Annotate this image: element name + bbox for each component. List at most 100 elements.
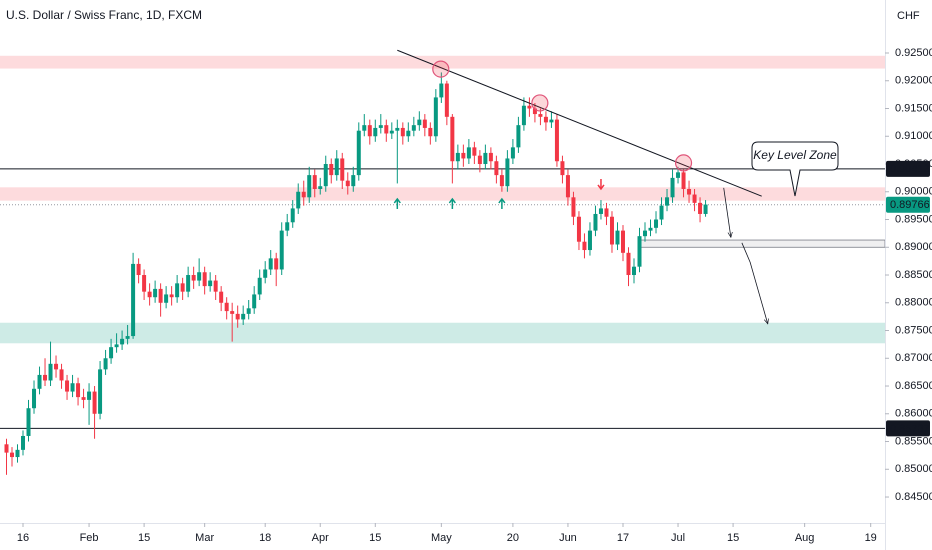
candle-body bbox=[576, 216, 581, 242]
candle-body bbox=[87, 391, 92, 400]
plot-area bbox=[0, 49, 886, 475]
candle-body bbox=[246, 308, 251, 314]
candle-body bbox=[565, 175, 570, 198]
zone bbox=[0, 322, 885, 344]
x-tick-label: Apr bbox=[312, 532, 329, 544]
candle-body bbox=[334, 158, 339, 176]
candle-body bbox=[373, 127, 378, 137]
candle-body bbox=[70, 383, 75, 392]
candle-body bbox=[433, 97, 438, 137]
candle-body bbox=[169, 294, 174, 298]
candle-body bbox=[274, 258, 279, 270]
candle-body bbox=[9, 452, 14, 458]
candle-body bbox=[312, 175, 317, 189]
candle-body bbox=[428, 127, 433, 137]
candle-body bbox=[114, 344, 119, 348]
candle-body bbox=[329, 164, 334, 176]
candle-body bbox=[43, 374, 48, 381]
candle-body bbox=[120, 338, 125, 345]
y-tick-label: 0.87500 bbox=[895, 324, 932, 336]
candle-body bbox=[263, 269, 268, 278]
candle-body bbox=[422, 119, 427, 128]
price-label-box bbox=[886, 420, 930, 437]
candle-body bbox=[554, 119, 559, 162]
candle-body bbox=[147, 291, 152, 298]
candle-body bbox=[202, 272, 207, 287]
y-tick-label: 0.90000 bbox=[895, 186, 932, 198]
candle-body bbox=[158, 288, 163, 303]
x-tick-label: Aug bbox=[795, 532, 815, 544]
candle-body bbox=[400, 127, 405, 137]
candle-body bbox=[466, 147, 471, 159]
candle-body bbox=[626, 252, 631, 276]
signal-arrow bbox=[448, 197, 456, 209]
candle-body bbox=[21, 435, 26, 450]
candle-body bbox=[483, 152, 488, 165]
candle-body bbox=[703, 204, 708, 214]
candle-body bbox=[455, 152, 460, 162]
x-tick-label: Mar bbox=[195, 532, 214, 544]
candle-body bbox=[439, 83, 444, 98]
candle-body bbox=[191, 275, 196, 281]
arrow-head bbox=[448, 197, 456, 204]
candle-body bbox=[681, 172, 686, 189]
currency-label: CHF bbox=[897, 10, 920, 22]
candle-body bbox=[142, 275, 147, 292]
price-label-box bbox=[886, 196, 930, 213]
arrow-head bbox=[597, 184, 605, 191]
callout-text: Key Level Zone bbox=[753, 148, 837, 162]
candle-body bbox=[692, 194, 697, 203]
arrow-head bbox=[393, 197, 401, 204]
y-tick-label: 0.85500 bbox=[895, 435, 932, 447]
candle-body bbox=[654, 219, 659, 228]
candle-body bbox=[180, 283, 185, 292]
candle-body bbox=[224, 302, 229, 312]
candle-body bbox=[296, 191, 301, 209]
candle-body bbox=[615, 230, 620, 245]
candle-body bbox=[472, 147, 477, 156]
y-tick-label: 0.88500 bbox=[895, 269, 932, 281]
candle-body bbox=[219, 291, 224, 303]
signal-arrow bbox=[393, 197, 401, 209]
candle-body bbox=[598, 208, 603, 214]
trendline bbox=[397, 49, 762, 197]
candle-body bbox=[81, 397, 86, 400]
arrow-head bbox=[498, 197, 506, 204]
chart-title: U.S. Dollar / Swiss Franc, 1D, FXCM bbox=[6, 8, 202, 22]
candle-body bbox=[197, 272, 202, 281]
candle-body bbox=[186, 275, 191, 292]
candle-body bbox=[285, 222, 290, 231]
y-tick-label: 0.92500 bbox=[895, 47, 932, 59]
y-tick-label: 0.84500 bbox=[895, 491, 932, 503]
candle-body bbox=[15, 449, 20, 458]
signal-arrow bbox=[597, 178, 605, 191]
candle-body bbox=[538, 114, 543, 117]
zone bbox=[0, 187, 885, 201]
candle-body bbox=[444, 83, 449, 117]
candle-body bbox=[406, 130, 411, 137]
candle-body bbox=[417, 119, 422, 126]
candle-body bbox=[620, 230, 625, 253]
price-label: 0.89766 bbox=[890, 199, 930, 211]
x-tick-label: 20 bbox=[507, 532, 519, 544]
candle-body bbox=[164, 294, 169, 303]
y-tick-label: 0.89000 bbox=[895, 241, 932, 253]
candle-body bbox=[318, 186, 323, 189]
candle-body bbox=[395, 127, 400, 131]
candle-body bbox=[411, 125, 416, 131]
y-tick-label: 0.88000 bbox=[895, 297, 932, 309]
candle-body bbox=[521, 105, 526, 126]
candle-body bbox=[527, 105, 532, 109]
y-tick-label: 0.89500 bbox=[895, 213, 932, 225]
candle-body bbox=[109, 347, 114, 359]
candle-body bbox=[494, 161, 499, 176]
zone bbox=[0, 55, 885, 69]
candle-body bbox=[499, 175, 504, 187]
candle-body bbox=[125, 336, 130, 339]
candle-body bbox=[516, 125, 521, 148]
x-tick-label: 16 bbox=[17, 532, 29, 544]
y-tick-label: 0.86000 bbox=[895, 408, 932, 420]
candle-body bbox=[54, 363, 59, 370]
